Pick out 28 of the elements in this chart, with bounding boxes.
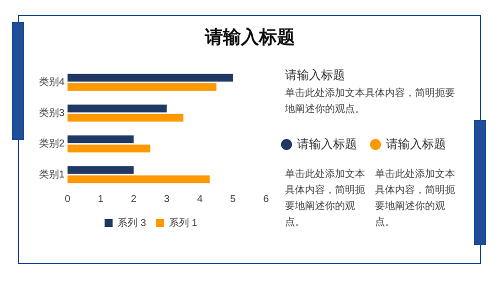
bar [68,83,216,91]
y-tick-label: 类别1 [39,168,65,180]
x-tick-label: 3 [164,194,170,205]
x-tick-label: 1 [98,194,104,205]
text: 单击此处添加文本具体内容，简明扼要地阐述你的观点。 [285,168,366,230]
y-tick-label: 类别4 [39,76,65,88]
legend-label: 系列 3 [118,216,146,229]
text: 请输入标题 [385,136,447,153]
bar [68,175,210,184]
bar [68,74,233,82]
x-tick-label: 2 [130,194,137,205]
y-tick-label: 类别3 [39,106,65,119]
text: 单击此处添加文本具体内容，简明扼要地阐述你的观点。 [375,168,456,230]
text: 请输入标题 [296,136,358,153]
bar [68,135,134,144]
text: 请输入标题 [285,67,346,84]
bar [68,166,134,174]
x-tick-label: 5 [230,194,236,205]
bar [68,104,167,112]
x-tick-label: 6 [263,194,270,205]
bar [68,114,184,122]
x-tick-label: 4 [197,194,204,205]
bar [68,144,150,152]
chart-title: 请输入标题 [204,26,296,49]
text: 单击此处添加文本具体内容，简明扼要地阐述你的观点。 [285,86,456,117]
x-tick-label: 0 [64,194,71,205]
y-tick-label: 类别2 [39,138,65,150]
legend-label: 系列 1 [169,216,198,229]
